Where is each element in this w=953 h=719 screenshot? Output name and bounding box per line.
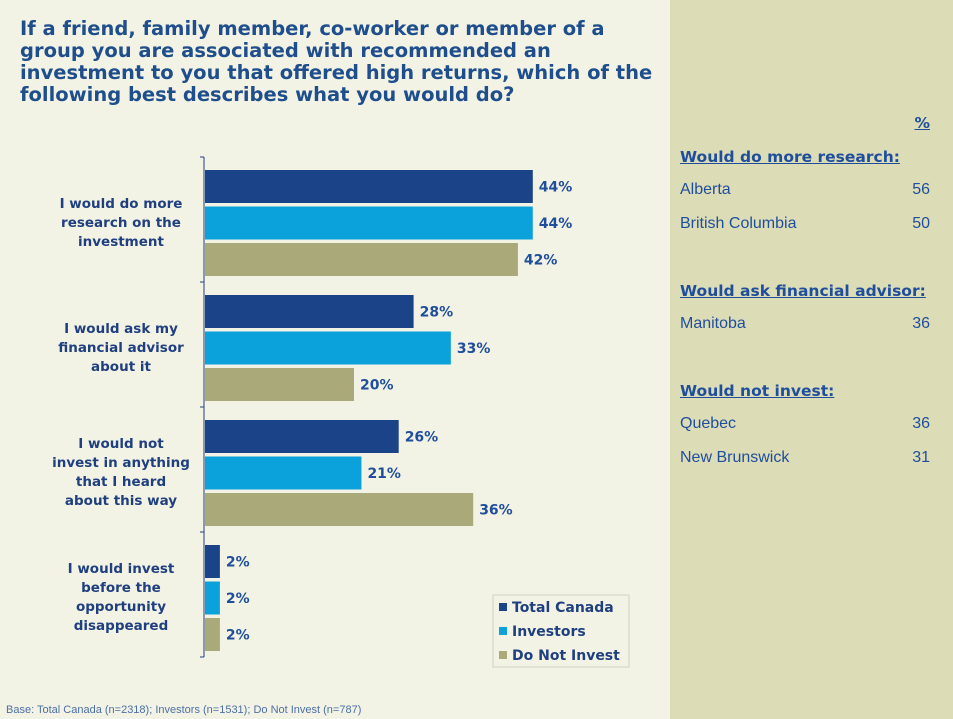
bar <box>205 243 518 276</box>
bar <box>205 581 220 615</box>
row-value: 36 <box>912 315 930 332</box>
row-value: 56 <box>912 181 930 198</box>
value-label: 2% <box>226 591 250 607</box>
bar <box>205 456 362 490</box>
value-label: 36% <box>479 503 513 519</box>
bar <box>205 545 220 578</box>
category-label: I would ask my financial advisor about i… <box>58 320 184 375</box>
chart: 44% 44% 42% 28% 33% 20% 26% 21% 36% 2% 2% 2% Total C… <box>200 156 630 668</box>
value-label: 28% <box>420 305 454 321</box>
section-heading: Would do more research: <box>680 148 900 166</box>
legend-swatch <box>499 603 507 611</box>
value-label: 2% <box>226 628 250 644</box>
row-label: Manitoba <box>680 315 746 332</box>
row-label: New Brunswick <box>680 449 790 466</box>
row-label: British Columbia <box>680 215 797 232</box>
bar <box>205 368 354 401</box>
value-label: 2% <box>226 555 250 571</box>
legend-label: Do Not Invest <box>512 648 620 664</box>
bar <box>205 420 399 453</box>
legend-box <box>492 594 630 668</box>
row-value: 50 <box>912 215 930 232</box>
bar <box>205 206 533 240</box>
value-label: 20% <box>360 378 394 394</box>
bar <box>205 295 414 328</box>
value-label: 44% <box>539 180 573 196</box>
value-label: 33% <box>457 341 491 357</box>
category-label: I would invest before the opportunity di… <box>67 561 175 634</box>
legend-label: Investors <box>512 624 586 640</box>
footnote: Base: Total Canada (n=2318); Investors (… <box>6 704 362 716</box>
bar <box>205 618 220 651</box>
value-label: 44% <box>539 216 573 232</box>
row-label: Alberta <box>680 181 731 198</box>
chart-title: If a friend, family member, co-worker or… <box>20 17 653 106</box>
value-label: 26% <box>405 430 439 446</box>
legend-label: Total Canada <box>512 600 614 616</box>
bar <box>205 331 451 365</box>
row-label: Quebec <box>680 415 737 432</box>
category-label: I would not invest in anything that I he… <box>52 436 190 509</box>
row-value: 36 <box>912 415 930 432</box>
legend-swatch <box>499 651 507 659</box>
row-value: 31 <box>912 449 930 466</box>
section-heading: Would ask financial advisor: <box>680 282 926 300</box>
bar <box>205 170 533 203</box>
value-label: 21% <box>367 466 401 482</box>
bar <box>205 493 474 526</box>
panel-header: % <box>914 114 930 132</box>
value-label: 42% <box>524 253 558 269</box>
side-panel <box>670 0 953 719</box>
legend-swatch <box>499 627 507 635</box>
section-heading: Would not invest: <box>680 382 835 400</box>
category-label: I would do more research on the investme… <box>59 195 183 250</box>
